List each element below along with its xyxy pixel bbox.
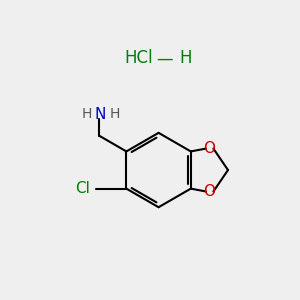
Text: H: H	[110, 107, 120, 121]
Text: O: O	[203, 141, 215, 156]
Text: —: —	[156, 50, 172, 68]
Text: HCl: HCl	[124, 50, 153, 68]
Text: Cl: Cl	[75, 181, 90, 196]
Text: H: H	[81, 107, 92, 121]
Text: H: H	[179, 50, 192, 68]
Text: O: O	[203, 184, 215, 199]
Text: N: N	[95, 107, 106, 122]
